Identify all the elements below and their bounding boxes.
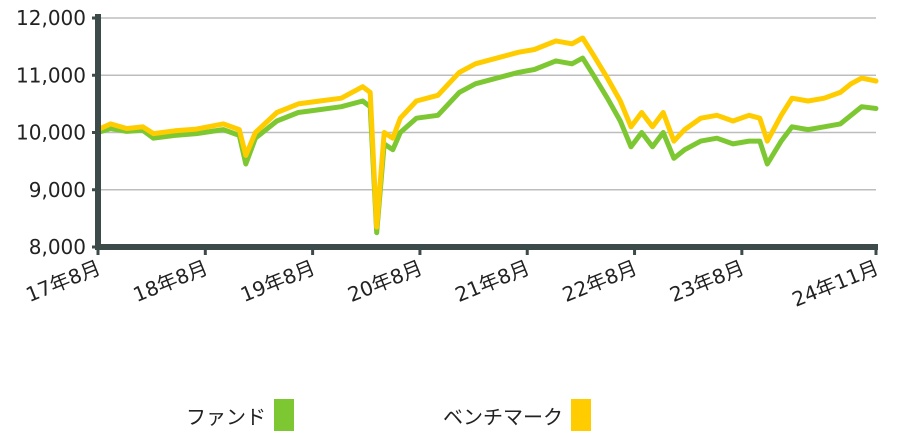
x-tick-label: 21年8月 (452, 255, 533, 307)
x-axis-tick-labels: 17年8月 18年8月 19年8月 20年8月 21年8月 22年8月 23年8月 24年11… (22, 255, 881, 311)
axes (92, 14, 878, 255)
gridlines (98, 17, 876, 191)
legend-item-benchmark: ベンチマーク (443, 398, 591, 432)
x-tick-label: 22年8月 (559, 255, 640, 307)
x-tick-label: 24年11月 (789, 255, 882, 311)
y-tick-label: 8,000 (29, 235, 86, 259)
legend-label-fund: ファンド (186, 404, 266, 429)
y-axis-tick-labels: 8,000 9,000 10,000 11,000 12,000 (16, 6, 86, 259)
x-tick-label: 17年8月 (22, 255, 103, 307)
legend-item-fund: ファンド (186, 398, 294, 432)
y-tick-label: 11,000 (16, 63, 86, 87)
legend-label-benchmark: ベンチマーク (443, 404, 563, 429)
x-tick-label: 19年8月 (237, 255, 318, 307)
x-tick-label: 20年8月 (344, 255, 425, 307)
y-tick-label: 12,000 (16, 6, 86, 30)
y-tick-label: 9,000 (29, 178, 86, 202)
x-tick-label: 23年8月 (666, 255, 747, 307)
series-line-benchmark (95, 35, 879, 230)
x-tick-label: 18年8月 (130, 255, 211, 307)
y-tick-label: 10,000 (16, 121, 86, 145)
legend-swatch-fund (274, 399, 294, 431)
series-lines (95, 35, 879, 236)
legend-swatch-benchmark (571, 399, 591, 431)
series-line-fund (95, 55, 879, 236)
